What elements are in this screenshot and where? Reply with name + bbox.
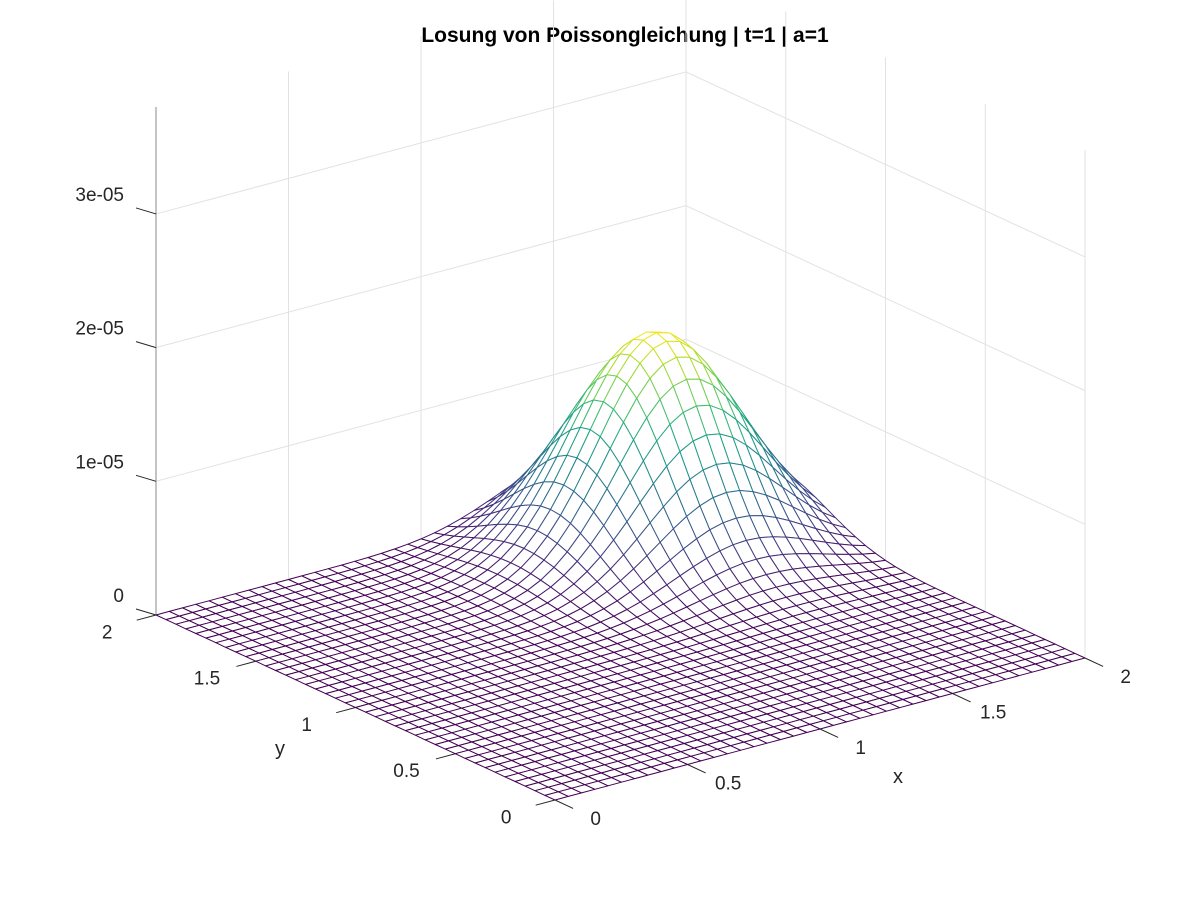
y-tick-label: 2 (102, 622, 113, 643)
surface-mesh (155, 331, 1086, 801)
y-tick-label: 1.5 (194, 669, 220, 690)
z-tick-label: 3e-05 (75, 185, 124, 206)
x-tick (1084, 657, 1104, 667)
x-tick (687, 764, 706, 774)
y-tick-label: 0 (501, 807, 512, 828)
gridline (155, 205, 1086, 392)
y-tick-label: 1 (301, 715, 312, 736)
x-tick (819, 728, 839, 738)
y-axis-label: y (275, 738, 285, 760)
gridline (155, 338, 1086, 525)
z-tick-label: 0 (113, 586, 124, 607)
x-tick-label: 1 (855, 738, 866, 759)
x-tick-label: 2 (1120, 667, 1131, 688)
y-tick (336, 707, 356, 714)
x-axis-label: x (893, 766, 903, 788)
z-tick (135, 608, 157, 616)
x-tick (952, 693, 971, 703)
z-tick (135, 474, 157, 482)
x-tick-label: 1.5 (980, 703, 1006, 724)
y-tick-label: 0.5 (393, 761, 419, 782)
chart-title: Losung von Poissongleichung | t=1 | a=1 (421, 24, 829, 47)
z-tick (135, 341, 157, 349)
z-tick-label: 1e-05 (75, 452, 124, 473)
y-tick (236, 660, 256, 667)
z-tick (135, 207, 157, 215)
y-tick (136, 614, 157, 621)
x-tick-label: 0 (590, 809, 601, 830)
z-tick-label: 2e-05 (75, 319, 124, 340)
y-tick (535, 799, 556, 806)
x-tick (554, 799, 574, 809)
y-tick (435, 753, 456, 760)
x-tick-label: 0.5 (715, 774, 741, 795)
gridline (155, 71, 1086, 258)
surface-cell (544, 791, 569, 801)
